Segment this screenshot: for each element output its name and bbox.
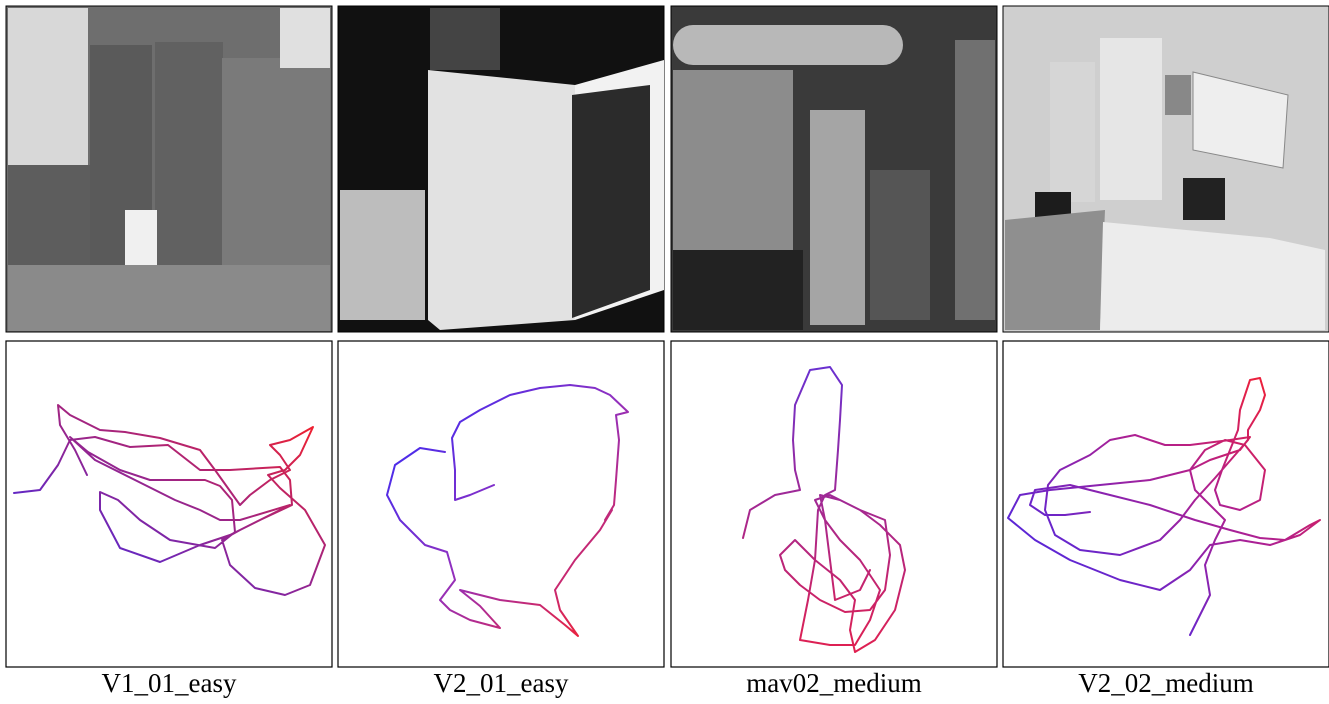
caption: V2_02_medium xyxy=(1078,668,1254,698)
plot-frame xyxy=(671,341,997,667)
figure: V1_01_easy V2_01_easy mav02_medium V2_02… xyxy=(0,0,1329,704)
photo xyxy=(671,6,997,332)
photo xyxy=(338,6,664,332)
page: V1_01_easy V2_01_easy mav02_medium V2_02… xyxy=(0,0,1329,704)
caption: V2_01_easy xyxy=(434,668,569,698)
caption: V1_01_easy xyxy=(102,668,237,698)
plot-frame xyxy=(338,341,664,667)
plot-frame xyxy=(1003,341,1329,667)
photo xyxy=(6,6,332,332)
caption: mav02_medium xyxy=(746,668,921,698)
photo xyxy=(1003,6,1329,332)
plot-frame xyxy=(6,341,332,667)
